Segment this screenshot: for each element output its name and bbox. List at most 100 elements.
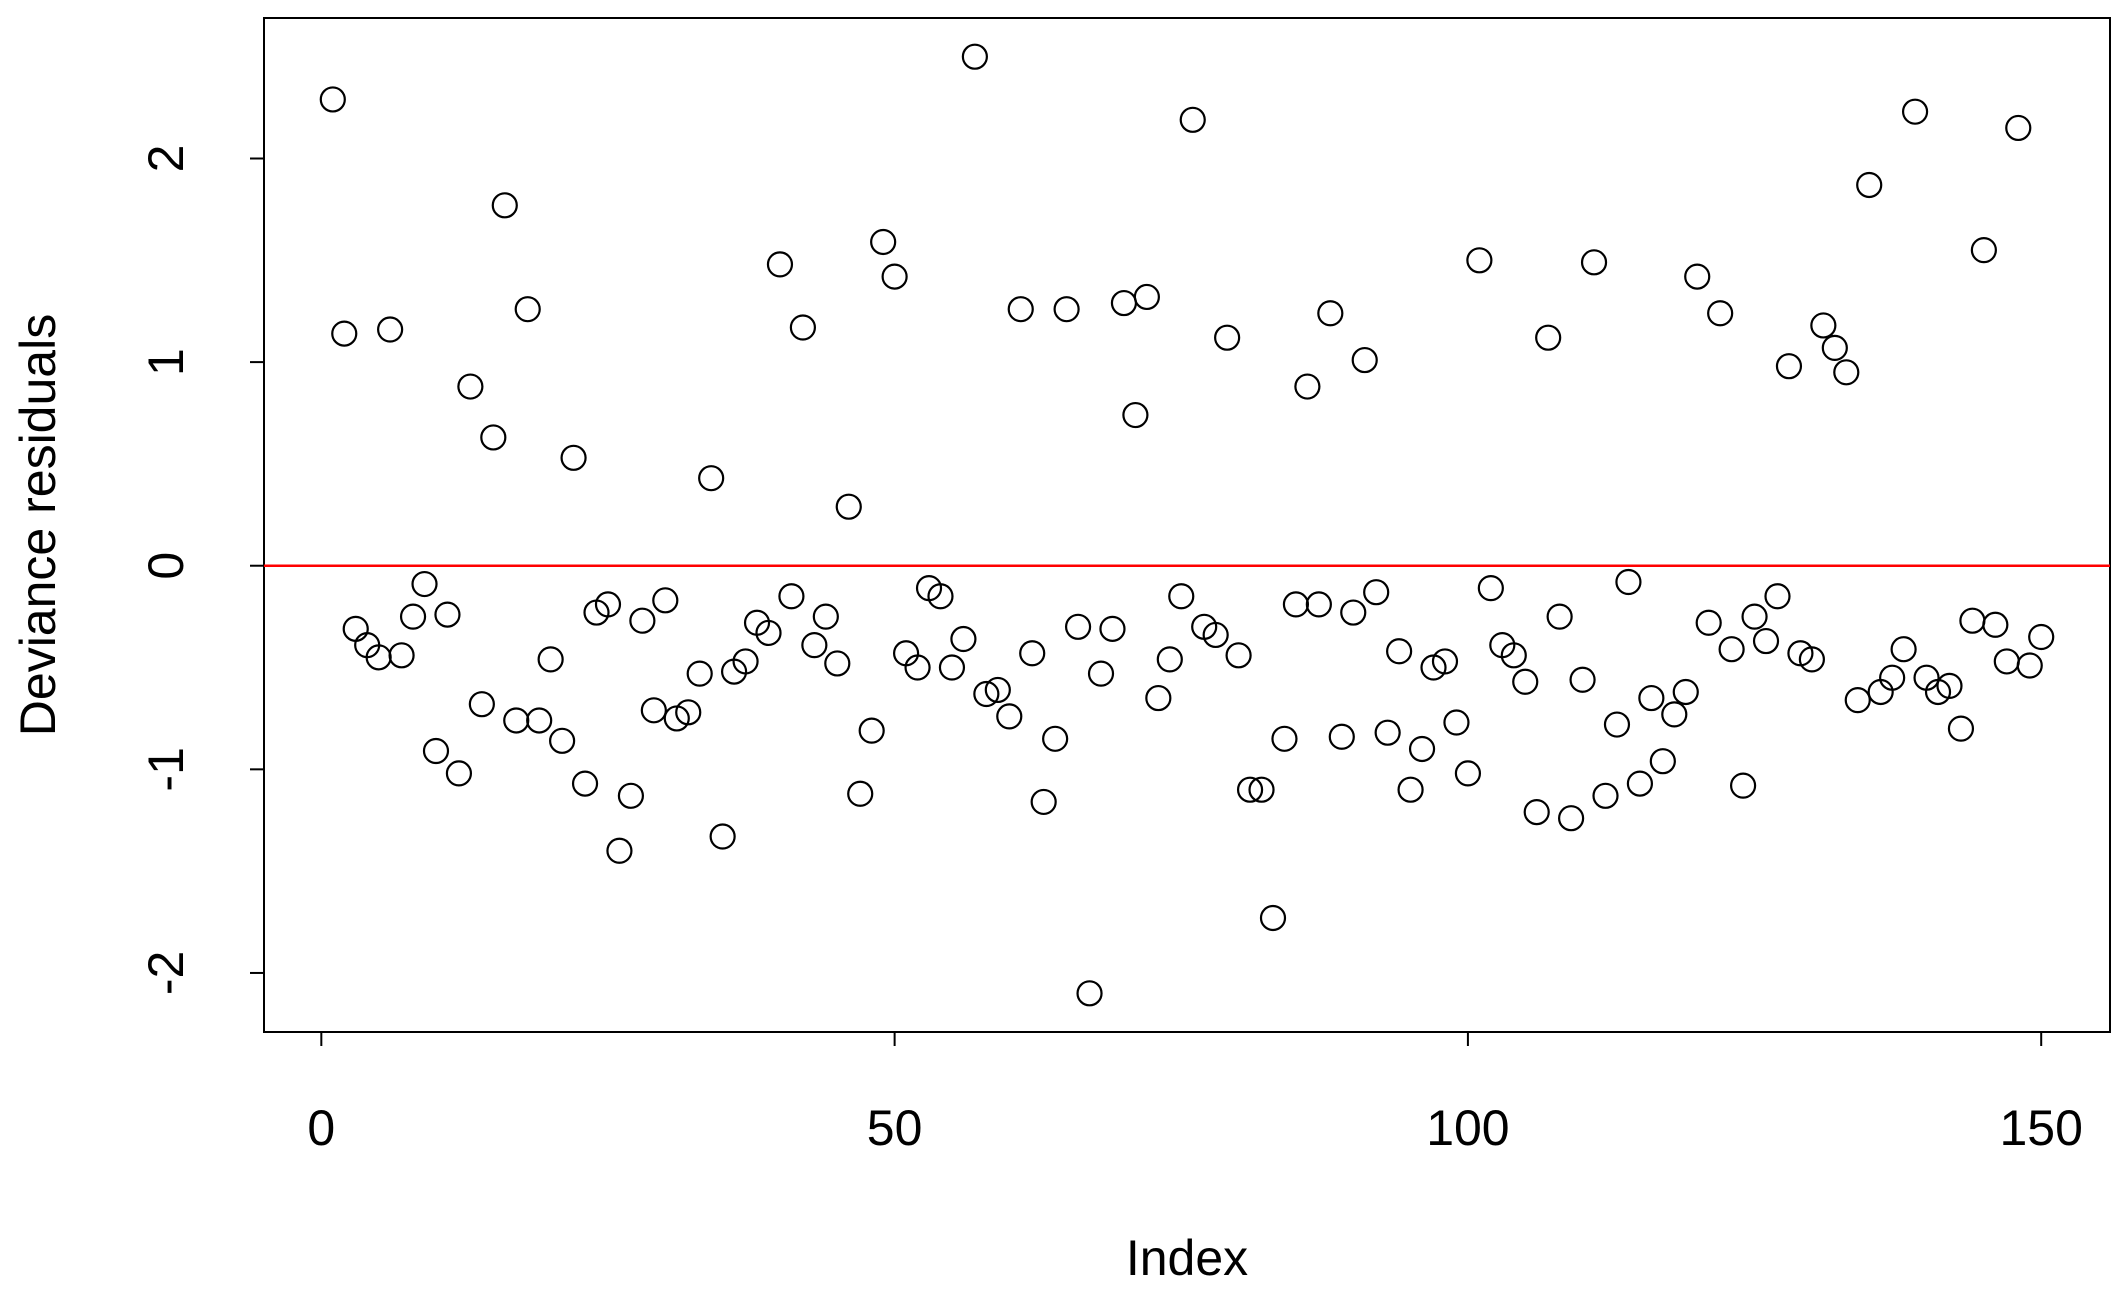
point: [629, 607, 656, 634]
point: [617, 782, 645, 809]
point: [1145, 684, 1172, 712]
point: [1626, 770, 1654, 797]
point: [961, 43, 988, 70]
point: [1019, 640, 1046, 667]
point: [560, 444, 587, 471]
point: [594, 591, 622, 618]
point: [1053, 296, 1080, 323]
point: [698, 465, 725, 492]
point: [1443, 709, 1470, 736]
point: [1099, 615, 1126, 642]
point: [1982, 611, 2009, 638]
point: [1294, 373, 1321, 400]
point: [1133, 283, 1160, 311]
point: [1569, 666, 1596, 693]
point: [1879, 664, 1906, 691]
point: [1615, 568, 1642, 596]
point: [1466, 247, 1493, 274]
point: [1638, 684, 1665, 712]
point: [606, 837, 633, 864]
point: [1340, 599, 1367, 626]
point: [1064, 613, 1092, 640]
point: [1821, 334, 1848, 361]
y-tick-label: 1: [138, 348, 194, 376]
point: [1844, 687, 1871, 714]
point: [319, 86, 346, 113]
point: [1890, 636, 1917, 663]
point: [377, 316, 404, 343]
point: [1317, 300, 1344, 327]
y-axis-label: Deviance residuals: [10, 314, 66, 736]
point: [1661, 701, 1688, 728]
x-axis-label: Index: [1126, 1230, 1248, 1286]
point: [835, 493, 862, 520]
point: [468, 691, 495, 718]
point: [824, 650, 851, 677]
point: [1993, 648, 2020, 675]
point: [2016, 652, 2043, 679]
point: [1741, 603, 1768, 630]
point: [514, 296, 541, 323]
point: [1225, 642, 1252, 669]
point: [1695, 609, 1722, 636]
point: [640, 697, 667, 724]
point: [1168, 583, 1195, 610]
point: [1901, 98, 1929, 125]
point: [1477, 575, 1504, 602]
point: [1936, 672, 1963, 699]
point: [732, 648, 759, 675]
point: [1328, 723, 1355, 750]
point: [675, 699, 702, 726]
point: [652, 587, 679, 614]
y-tick-label: -2: [138, 951, 194, 995]
point: [422, 737, 450, 765]
point: [445, 760, 473, 787]
point: [1649, 748, 1676, 775]
point: [1947, 715, 1975, 742]
point: [1248, 776, 1275, 803]
point: [1214, 324, 1241, 351]
point: [801, 632, 828, 659]
point: [1775, 353, 1803, 380]
x-tick-label: 150: [1999, 1100, 2082, 1156]
point: [434, 601, 461, 628]
point: [984, 676, 1011, 704]
point: [526, 707, 553, 734]
point: [1798, 646, 1825, 673]
point: [1558, 805, 1585, 832]
point: [1707, 300, 1734, 327]
point: [1236, 776, 1264, 803]
point: [2005, 114, 2032, 142]
x-tick-label: 50: [867, 1100, 923, 1156]
point: [1374, 719, 1401, 746]
point: [1535, 324, 1562, 351]
point: [1718, 636, 1745, 663]
point: [847, 780, 874, 807]
point: [1856, 171, 1883, 199]
point: [973, 680, 1000, 708]
point: [686, 660, 713, 687]
point: [1546, 603, 1573, 630]
point: [480, 424, 507, 451]
point: [858, 717, 885, 744]
y-tick-label: -1: [138, 747, 194, 791]
point: [457, 373, 484, 400]
point: [411, 570, 438, 598]
y-tick-label: 2: [138, 145, 194, 173]
point: [571, 770, 599, 797]
point: [1282, 591, 1310, 618]
point: [1179, 106, 1206, 133]
point: [1259, 904, 1287, 932]
point: [709, 823, 736, 850]
point: [491, 192, 518, 219]
point: [755, 619, 782, 647]
point: [1202, 621, 1229, 649]
x-tick-label: 0: [307, 1100, 335, 1156]
point: [1764, 583, 1791, 610]
plot-frame: [263, 17, 2111, 1033]
point: [904, 654, 931, 681]
point: [1271, 725, 1298, 752]
point: [778, 583, 805, 610]
point: [1122, 401, 1149, 429]
